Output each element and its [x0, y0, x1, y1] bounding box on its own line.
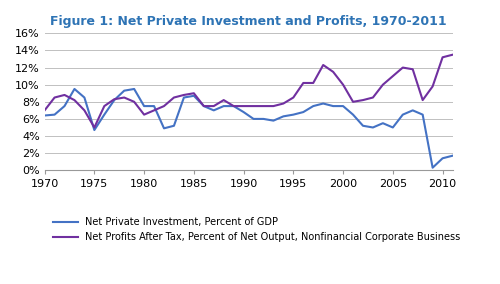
Net Private Investment, Percent of GDP	[410, 109, 416, 112]
Net Profits After Tax, Percent of Net Output, Nonfinancial Corporate Business	[310, 81, 316, 85]
Net Profits After Tax, Percent of Net Output, Nonfinancial Corporate Business	[72, 98, 78, 102]
Net Profits After Tax, Percent of Net Output, Nonfinancial Corporate Business	[400, 66, 406, 69]
Net Profits After Tax, Percent of Net Output, Nonfinancial Corporate Business	[450, 53, 456, 57]
Net Profits After Tax, Percent of Net Output, Nonfinancial Corporate Business	[350, 100, 356, 103]
Net Private Investment, Percent of GDP	[260, 117, 266, 121]
Net Private Investment, Percent of GDP	[400, 113, 406, 116]
Net Profits After Tax, Percent of Net Output, Nonfinancial Corporate Business	[171, 96, 177, 99]
Net Profits After Tax, Percent of Net Output, Nonfinancial Corporate Business	[330, 70, 336, 74]
Net Profits After Tax, Percent of Net Output, Nonfinancial Corporate Business	[181, 93, 187, 97]
Net Private Investment, Percent of GDP	[300, 110, 306, 114]
Net Private Investment, Percent of GDP	[102, 113, 107, 116]
Net Private Investment, Percent of GDP	[151, 105, 157, 108]
Net Profits After Tax, Percent of Net Output, Nonfinancial Corporate Business	[52, 96, 58, 99]
Net Private Investment, Percent of GDP	[210, 109, 216, 112]
Net Profits After Tax, Percent of Net Output, Nonfinancial Corporate Business	[161, 105, 167, 108]
Net Private Investment, Percent of GDP	[450, 154, 456, 157]
Net Private Investment, Percent of GDP	[430, 166, 436, 170]
Net Profits After Tax, Percent of Net Output, Nonfinancial Corporate Business	[121, 96, 127, 99]
Net Profits After Tax, Percent of Net Output, Nonfinancial Corporate Business	[191, 91, 197, 95]
Net Private Investment, Percent of GDP	[220, 105, 226, 108]
Net Profits After Tax, Percent of Net Output, Nonfinancial Corporate Business	[420, 98, 426, 102]
Net Private Investment, Percent of GDP	[230, 105, 236, 108]
Net Profits After Tax, Percent of Net Output, Nonfinancial Corporate Business	[390, 74, 396, 78]
Net Private Investment, Percent of GDP	[360, 124, 366, 128]
Line: Net Private Investment, Percent of GDP: Net Private Investment, Percent of GDP	[44, 89, 453, 168]
Net Profits After Tax, Percent of Net Output, Nonfinancial Corporate Business	[410, 68, 416, 71]
Net Private Investment, Percent of GDP	[330, 105, 336, 108]
Net Private Investment, Percent of GDP	[141, 105, 147, 108]
Net Private Investment, Percent of GDP	[52, 113, 58, 116]
Net Private Investment, Percent of GDP	[92, 128, 98, 132]
Net Private Investment, Percent of GDP	[112, 98, 117, 102]
Net Profits After Tax, Percent of Net Output, Nonfinancial Corporate Business	[151, 109, 157, 112]
Net Private Investment, Percent of GDP	[350, 113, 356, 116]
Net Private Investment, Percent of GDP	[181, 96, 187, 99]
Net Private Investment, Percent of GDP	[62, 105, 68, 108]
Net Profits After Tax, Percent of Net Output, Nonfinancial Corporate Business	[320, 63, 326, 67]
Net Private Investment, Percent of GDP	[340, 105, 346, 108]
Net Profits After Tax, Percent of Net Output, Nonfinancial Corporate Business	[300, 81, 306, 85]
Net Private Investment, Percent of GDP	[161, 127, 167, 130]
Net Private Investment, Percent of GDP	[131, 87, 137, 91]
Line: Net Profits After Tax, Percent of Net Output, Nonfinancial Corporate Business: Net Profits After Tax, Percent of Net Ou…	[44, 55, 453, 128]
Net Private Investment, Percent of GDP	[250, 117, 256, 121]
Net Profits After Tax, Percent of Net Output, Nonfinancial Corporate Business	[360, 98, 366, 102]
Net Profits After Tax, Percent of Net Output, Nonfinancial Corporate Business	[112, 97, 117, 101]
Net Profits After Tax, Percent of Net Output, Nonfinancial Corporate Business	[340, 83, 346, 86]
Net Private Investment, Percent of GDP	[390, 126, 396, 129]
Net Private Investment, Percent of GDP	[191, 94, 197, 97]
Net Profits After Tax, Percent of Net Output, Nonfinancial Corporate Business	[260, 105, 266, 108]
Title: Figure 1: Net Private Investment and Profits, 1970-2011: Figure 1: Net Private Investment and Pro…	[50, 15, 447, 28]
Net Profits After Tax, Percent of Net Output, Nonfinancial Corporate Business	[370, 96, 376, 99]
Net Private Investment, Percent of GDP	[290, 113, 296, 116]
Net Profits After Tax, Percent of Net Output, Nonfinancial Corporate Business	[270, 105, 276, 108]
Net Private Investment, Percent of GDP	[420, 113, 426, 116]
Net Profits After Tax, Percent of Net Output, Nonfinancial Corporate Business	[230, 105, 236, 108]
Net Private Investment, Percent of GDP	[370, 126, 376, 129]
Net Private Investment, Percent of GDP	[380, 122, 386, 125]
Net Profits After Tax, Percent of Net Output, Nonfinancial Corporate Business	[131, 100, 137, 103]
Net Profits After Tax, Percent of Net Output, Nonfinancial Corporate Business	[141, 113, 147, 116]
Net Profits After Tax, Percent of Net Output, Nonfinancial Corporate Business	[290, 96, 296, 99]
Net Private Investment, Percent of GDP	[240, 110, 246, 114]
Net Profits After Tax, Percent of Net Output, Nonfinancial Corporate Business	[102, 105, 107, 108]
Net Private Investment, Percent of GDP	[171, 124, 177, 128]
Net Private Investment, Percent of GDP	[440, 156, 446, 160]
Net Profits After Tax, Percent of Net Output, Nonfinancial Corporate Business	[250, 105, 256, 108]
Net Private Investment, Percent of GDP	[310, 105, 316, 108]
Net Private Investment, Percent of GDP	[121, 89, 127, 92]
Net Profits After Tax, Percent of Net Output, Nonfinancial Corporate Business	[210, 105, 216, 108]
Net Profits After Tax, Percent of Net Output, Nonfinancial Corporate Business	[92, 126, 98, 129]
Net Profits After Tax, Percent of Net Output, Nonfinancial Corporate Business	[430, 85, 436, 88]
Net Private Investment, Percent of GDP	[320, 102, 326, 105]
Net Profits After Tax, Percent of Net Output, Nonfinancial Corporate Business	[42, 109, 48, 112]
Net Profits After Tax, Percent of Net Output, Nonfinancial Corporate Business	[82, 109, 87, 112]
Legend: Net Private Investment, Percent of GDP, Net Profits After Tax, Percent of Net Ou: Net Private Investment, Percent of GDP, …	[50, 214, 465, 246]
Net Private Investment, Percent of GDP	[82, 96, 87, 99]
Net Private Investment, Percent of GDP	[280, 115, 286, 118]
Net Profits After Tax, Percent of Net Output, Nonfinancial Corporate Business	[240, 105, 246, 108]
Net Profits After Tax, Percent of Net Output, Nonfinancial Corporate Business	[220, 98, 226, 102]
Net Private Investment, Percent of GDP	[72, 87, 78, 91]
Net Profits After Tax, Percent of Net Output, Nonfinancial Corporate Business	[380, 83, 386, 86]
Net Profits After Tax, Percent of Net Output, Nonfinancial Corporate Business	[62, 93, 68, 97]
Net Private Investment, Percent of GDP	[270, 119, 276, 122]
Net Private Investment, Percent of GDP	[42, 114, 48, 117]
Net Profits After Tax, Percent of Net Output, Nonfinancial Corporate Business	[280, 102, 286, 105]
Net Private Investment, Percent of GDP	[201, 105, 207, 108]
Net Profits After Tax, Percent of Net Output, Nonfinancial Corporate Business	[201, 105, 207, 108]
Net Profits After Tax, Percent of Net Output, Nonfinancial Corporate Business	[440, 56, 446, 59]
